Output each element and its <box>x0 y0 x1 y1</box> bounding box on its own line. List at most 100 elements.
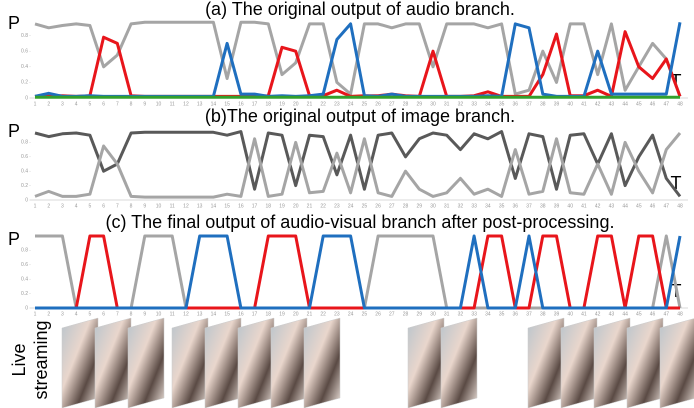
x-tick-label: 11 <box>170 203 175 209</box>
photo <box>441 318 477 408</box>
x-tick-label: 8 <box>130 311 133 317</box>
x-tick-label: 34 <box>485 203 491 209</box>
y-tick-label: 0.2 <box>21 183 28 189</box>
x-tick-label: 13 <box>197 311 203 317</box>
photo <box>408 318 444 408</box>
y-tick-label: 0.4 <box>21 169 28 175</box>
x-tick-label: 44 <box>622 101 628 107</box>
x-tick-label: 16 <box>238 203 244 209</box>
x-tick-label: 17 <box>252 311 258 317</box>
x-tick-label: 14 <box>211 203 217 209</box>
x-tick-label: 35 <box>499 311 505 317</box>
photo <box>304 318 340 408</box>
x-tick-label: 45 <box>636 311 642 317</box>
x-tick-label: 3 <box>61 311 64 317</box>
photo <box>594 318 630 408</box>
x-tick-label: 31 <box>444 311 450 317</box>
x-tick-label: 10 <box>156 311 162 317</box>
x-tick-label: 11 <box>170 101 175 107</box>
x-tick-label: 8 <box>130 101 133 107</box>
x-tick-label: 2 <box>47 311 50 317</box>
x-tick-label: 40 <box>567 311 573 317</box>
x-tick-label: 4 <box>75 101 78 107</box>
x-tick-label: 37 <box>526 101 532 107</box>
x-tick-label: 7 <box>116 101 119 107</box>
x-tick-label: 43 <box>609 203 615 209</box>
chart-title: (a) The original output of audio branch. <box>205 0 515 19</box>
x-tick-label: 36 <box>513 311 519 317</box>
x-tick-label: 29 <box>416 311 422 317</box>
x-tick-label: 5 <box>89 101 92 107</box>
x-tick-label: 34 <box>485 311 491 317</box>
y-tick-label: 0 <box>25 305 28 311</box>
x-tick-label: 3 <box>61 101 64 107</box>
x-tick-label: 10 <box>156 101 162 107</box>
x-tick-label: 23 <box>334 311 340 317</box>
x-tick-label: 26 <box>375 203 381 209</box>
figure: Live streaming (a) The original output o… <box>0 0 694 408</box>
x-tick-label: 29 <box>416 203 422 209</box>
x-tick-label: 41 <box>581 101 587 107</box>
x-tick-label: 8 <box>130 203 133 209</box>
x-tick-label: 48 <box>677 311 683 317</box>
y-tick-label: 0.8 <box>21 33 28 39</box>
x-tick-label: 42 <box>595 311 601 317</box>
x-tick-label: 6 <box>102 203 105 209</box>
x-tick-label: 6 <box>102 311 105 317</box>
y-tick-label: 0.4 <box>21 277 28 283</box>
photo <box>627 318 663 408</box>
y-tick-label: 0.2 <box>21 291 28 297</box>
chart-title: (b)The original output of image branch. <box>205 106 515 126</box>
side-label-line: streaming <box>31 320 51 399</box>
y-tick-label: 0.2 <box>21 80 28 86</box>
x-tick-label: 20 <box>293 311 299 317</box>
y-axis-label: P <box>8 121 20 141</box>
x-tick-label: 7 <box>116 203 119 209</box>
x-tick-label: 4 <box>75 203 78 209</box>
x-tick-label: 45 <box>636 203 642 209</box>
x-tick-label: 42 <box>595 203 601 209</box>
photo <box>128 318 164 408</box>
x-tick-label: 48 <box>677 101 683 107</box>
x-tick-label: 16 <box>238 311 244 317</box>
x-tick-label: 38 <box>540 203 546 209</box>
x-tick-label: 18 <box>266 203 272 209</box>
side-label-line: Live <box>9 343 29 376</box>
photo-stacks <box>62 318 694 408</box>
y-tick-label: 0.8 <box>21 248 28 254</box>
x-tick-label: 2 <box>47 101 50 107</box>
x-tick-label: 32 <box>458 311 464 317</box>
x-tick-label: 13 <box>197 203 203 209</box>
y-tick-label: 0 <box>25 197 28 203</box>
photo <box>238 318 274 408</box>
x-tick-label: 9 <box>143 203 146 209</box>
photo <box>205 318 241 408</box>
x-tick-label: 12 <box>183 203 189 209</box>
x-tick-label: 11 <box>170 311 175 317</box>
y-axis-label: P <box>8 13 20 33</box>
x-tick-label: 47 <box>663 101 669 107</box>
x-tick-label: 20 <box>293 203 299 209</box>
x-tick-label: 9 <box>143 101 146 107</box>
x-tick-label: 5 <box>89 311 92 317</box>
x-tick-label: 32 <box>458 203 464 209</box>
x-tick-label: 33 <box>471 203 477 209</box>
x-tick-label: 30 <box>430 203 436 209</box>
x-tick-label: 7 <box>116 311 119 317</box>
x-tick-label: 37 <box>526 203 532 209</box>
x-tick-label: 46 <box>650 311 656 317</box>
x-tick-label: 13 <box>197 101 203 107</box>
x-tick-label: 1 <box>34 311 37 317</box>
x-tick-label: 39 <box>554 203 560 209</box>
x-tick-label: 47 <box>663 203 669 209</box>
x-tick-label: 6 <box>102 101 105 107</box>
x-tick-label: 15 <box>224 203 230 209</box>
x-tick-label: 25 <box>362 203 368 209</box>
photo <box>62 318 98 408</box>
x-tick-label: 37 <box>526 311 532 317</box>
x-tick-label: 18 <box>266 311 272 317</box>
x-tick-label: 30 <box>430 311 436 317</box>
x-tick-label: 17 <box>252 203 258 209</box>
x-tick-label: 23 <box>334 203 340 209</box>
x-tick-label: 38 <box>540 311 546 317</box>
